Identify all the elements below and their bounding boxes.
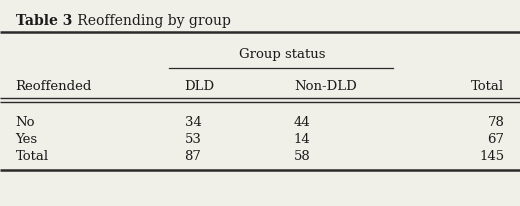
Text: 87: 87 (185, 150, 201, 163)
Text: 58: 58 (294, 150, 310, 163)
Text: Table 3: Table 3 (16, 14, 72, 28)
Text: 145: 145 (479, 150, 504, 163)
Text: 44: 44 (294, 116, 310, 129)
Text: Non-DLD: Non-DLD (294, 80, 357, 93)
Text: DLD: DLD (185, 80, 215, 93)
Text: Group status: Group status (239, 48, 326, 61)
Text: 34: 34 (185, 116, 201, 129)
Text: 78: 78 (488, 116, 504, 129)
Text: 67: 67 (487, 133, 504, 146)
Text: Total: Total (16, 150, 49, 163)
Text: Total: Total (471, 80, 504, 93)
Text: No: No (16, 116, 35, 129)
Text: Reoffending by group: Reoffending by group (73, 14, 231, 28)
Text: 53: 53 (185, 133, 201, 146)
Text: Yes: Yes (16, 133, 38, 146)
Text: Reoffended: Reoffended (16, 80, 92, 93)
Text: 14: 14 (294, 133, 310, 146)
